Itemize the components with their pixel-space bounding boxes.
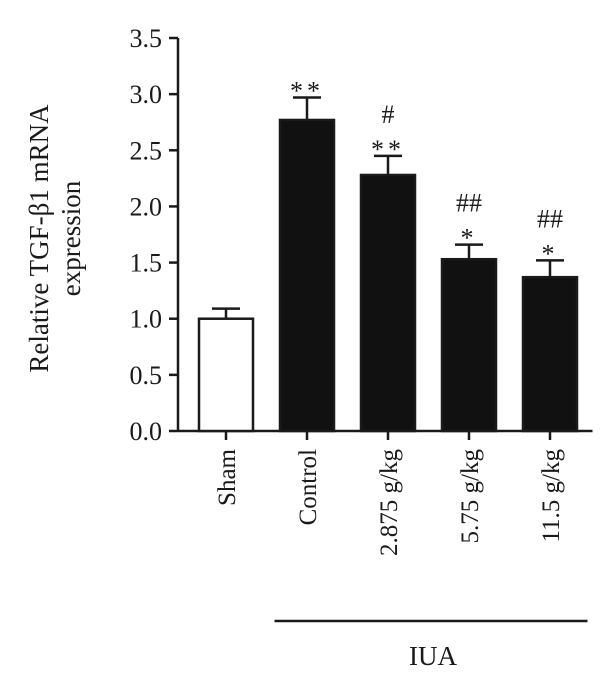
y-tick-label: 0.5 (130, 361, 163, 390)
significance-mark: * (461, 224, 478, 253)
category-label: Sham (214, 448, 241, 506)
y-axis-label: Relative TGF-β1 mRNA expression (24, 104, 86, 373)
group-label: IUA (409, 641, 457, 671)
significance-mark: ** (371, 135, 405, 164)
category-label: 11.5 g/kg (538, 449, 565, 543)
significance-annotations: ** ** # * ## * ## (290, 77, 563, 269)
bar-control (278, 118, 336, 433)
category-labels: Sham Control 2.875 g/kg 5.75 g/kg 11.5 g/kg (214, 448, 565, 556)
y-tick-label: 1.5 (130, 249, 163, 278)
bar-5-75-g-kg (440, 257, 498, 433)
significance-mark: * (542, 239, 559, 268)
significance-mark: ## (537, 204, 563, 233)
bar-2-875-g-kg (359, 173, 417, 433)
bars (197, 96, 579, 433)
significance-mark: ## (456, 189, 482, 218)
significance-mark: # (382, 100, 395, 129)
y-axis-label-line: expression (56, 180, 86, 296)
bar-11-5-g-kg (521, 275, 579, 433)
y-tick-label: 0.0 (130, 417, 163, 446)
y-axis-label-line: Relative TGF-β1 mRNA (24, 104, 54, 373)
category-label: Control (295, 449, 322, 525)
category-label: 5.75 g/kg (457, 449, 484, 544)
axes: 0.0 0.5 1.0 1.5 2.0 2.5 3.0 3.5 (130, 24, 593, 446)
y-tick-label: 3.5 (130, 24, 163, 53)
iua-group: IUA (274, 619, 588, 671)
significance-mark: ** (290, 77, 324, 106)
y-tick-label: 1.0 (130, 305, 163, 334)
category-label: 2.875 g/kg (376, 449, 403, 556)
y-tick-label: 2.5 (130, 136, 163, 165)
y-tick-label: 3.0 (130, 80, 163, 109)
y-tick-label: 2.0 (130, 192, 163, 221)
bar-sham (197, 317, 255, 433)
